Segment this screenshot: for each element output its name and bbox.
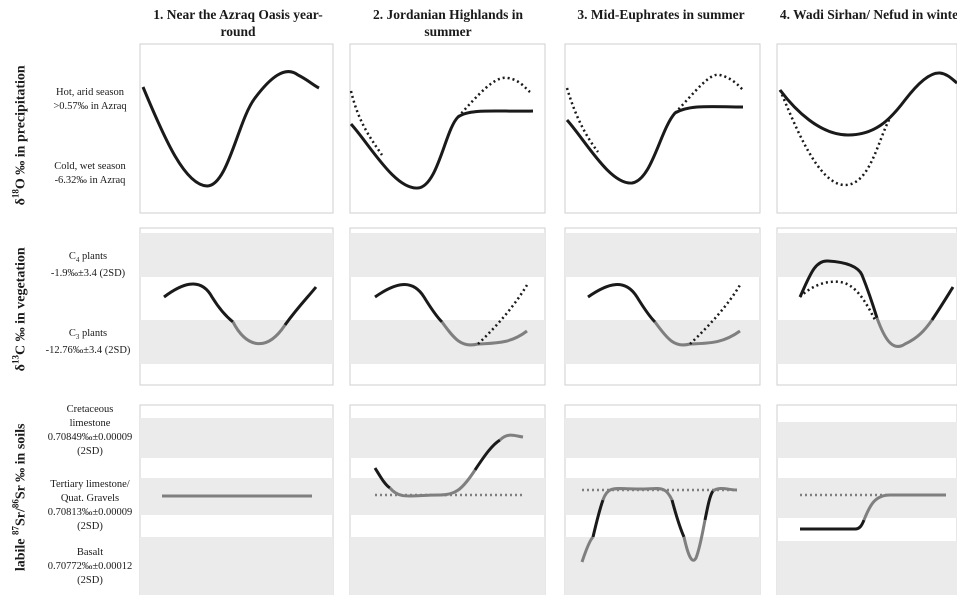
col4-carbon-dark-end — [930, 286, 955, 321]
col4-strontium-dark — [800, 519, 866, 531]
col3-oxygen-solid — [565, 105, 744, 185]
col3-oxygen-dotted — [565, 87, 599, 153]
label-hot-arid-season: Hot, arid season >0.57‰ in Azraq — [53, 87, 127, 112]
panel-col3-row2 — [564, 227, 761, 386]
col3-carbon-dotted — [689, 284, 742, 345]
col3-carbon-dark — [587, 283, 657, 324]
panel-col1-row1 — [139, 43, 334, 214]
panel-col4-row1 — [776, 43, 957, 214]
col2-strontium-gray — [388, 469, 477, 498]
label-cold-wet-season: Cold, wet season -6.32‰ in Azraq — [54, 161, 126, 186]
column-title-1: 1. Near the Azraq Oasis year-round — [153, 7, 323, 39]
column-title-4: 4. Wadi Sirhan/ Nefud in winter — [779, 7, 957, 22]
panel-col1-row2 — [139, 227, 334, 386]
panel-col4-row3 — [776, 404, 957, 595]
panel-col2-row1 — [349, 43, 546, 214]
col2-oxygen-dotted-peak — [457, 76, 531, 118]
col1-carbon-curve-dark-end — [283, 286, 318, 326]
col3-strontium-dark-b — [670, 499, 686, 538]
col3-strontium-gray-c — [682, 519, 707, 562]
column-title-2: 2. Jordanian Highlands in summer — [372, 7, 524, 39]
col4-carbon-dark — [798, 259, 879, 319]
col2-strontium-gray-top — [498, 433, 524, 442]
col2-oxygen-dotted — [349, 90, 384, 156]
col3-strontium-dark-c — [703, 490, 715, 521]
col4-oxygen-dotted — [778, 89, 892, 187]
col3-strontium-gray-b — [601, 487, 674, 501]
panel-col1-row3 — [139, 404, 334, 595]
panel-col2-row2 — [349, 227, 546, 386]
col3-strontium-gray-d — [712, 486, 738, 493]
col4-carbon-gray — [875, 317, 934, 348]
panel-col3-row3 — [564, 404, 761, 595]
panel-col2-row3 — [349, 404, 546, 595]
col1-carbon-curve-dark — [163, 282, 234, 324]
col3-strontium-dark-a — [591, 499, 605, 538]
label-basalt: Basalt 0.70772‰±0.00012 (2SD) — [47, 547, 133, 586]
label-c4-plants: C4 plants -1.9‰±3.4 (2SD) — [50, 251, 126, 280]
col2-carbon-dotted — [477, 284, 529, 345]
col1-oxygen-curve — [141, 70, 320, 188]
col3-oxygen-dotted-peak — [674, 73, 744, 114]
col4-oxygen-solid — [778, 71, 957, 137]
col2-carbon-dark — [374, 283, 444, 324]
label-tertiary-limestone: Tertiary limestone/ Quat. Gravels 0.7081… — [47, 479, 133, 532]
panel-col4-row2 — [776, 227, 957, 386]
col4-strontium-gray — [862, 493, 946, 521]
column-title-3: 3. Mid-Euphrates in summer — [577, 7, 745, 22]
col2-strontium-dark-rise — [473, 438, 501, 471]
label-c3-plants: C3 plants -12.76‰±3.4 (2SD) — [45, 328, 131, 357]
col2-strontium-dark — [373, 467, 391, 490]
col2-oxygen-solid — [349, 109, 534, 190]
panel-col3-row1 — [564, 43, 761, 214]
col1-carbon-curve-gray — [231, 321, 287, 346]
col3-strontium-gray-a — [580, 535, 595, 563]
label-cretaceous-limestone: Cretaceous limestone 0.70849‰±0.00009 (2… — [47, 404, 133, 457]
